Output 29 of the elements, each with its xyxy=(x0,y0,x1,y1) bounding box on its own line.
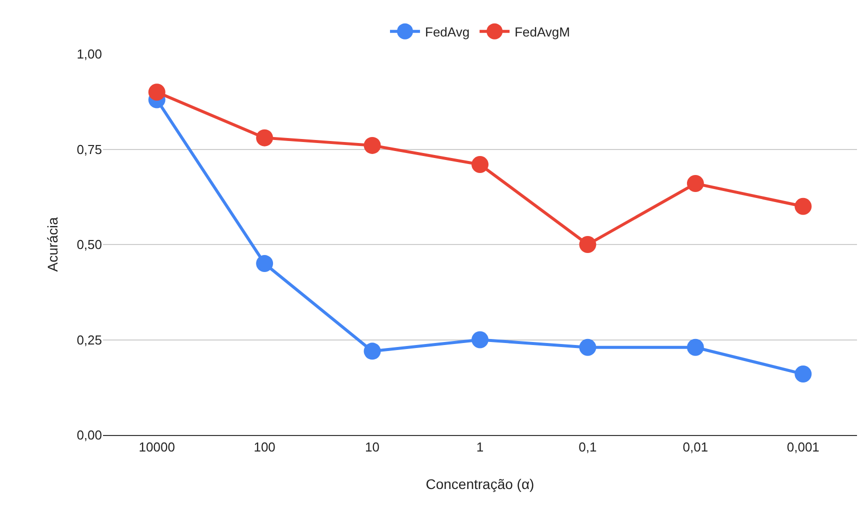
x-tick-label: 1 xyxy=(476,440,484,455)
y-tick-label: 0,50 xyxy=(76,237,102,252)
x-tick-label: 10000 xyxy=(138,440,175,455)
point xyxy=(794,198,812,215)
y-tick-label: 0,25 xyxy=(76,332,102,348)
point xyxy=(579,236,596,253)
point xyxy=(472,331,488,348)
x-tick-label: 10 xyxy=(365,440,380,455)
y-tick-label: 1,00 xyxy=(76,46,102,62)
point xyxy=(472,156,488,173)
x-tick-label: 0,1 xyxy=(578,440,597,455)
legend-label: FedAvgM xyxy=(514,24,570,40)
point xyxy=(364,342,381,360)
point xyxy=(256,129,274,146)
y-tick-label: 0,00 xyxy=(76,428,102,443)
point xyxy=(686,175,704,192)
point xyxy=(794,366,812,383)
y-axis-title: Acurácia xyxy=(44,217,60,272)
y-tick-label: 0,75 xyxy=(76,142,102,157)
x-tick-label: 0,01 xyxy=(682,440,708,455)
x-axis-title: Concentração (α) xyxy=(426,476,534,492)
point xyxy=(686,338,704,356)
point xyxy=(579,338,596,356)
point xyxy=(364,136,381,154)
x-tick-label: 0,001 xyxy=(786,440,820,455)
point xyxy=(148,84,166,101)
point xyxy=(256,255,274,272)
x-tick-label: 100 xyxy=(254,440,276,455)
legend-label: FedAvg xyxy=(425,24,470,40)
